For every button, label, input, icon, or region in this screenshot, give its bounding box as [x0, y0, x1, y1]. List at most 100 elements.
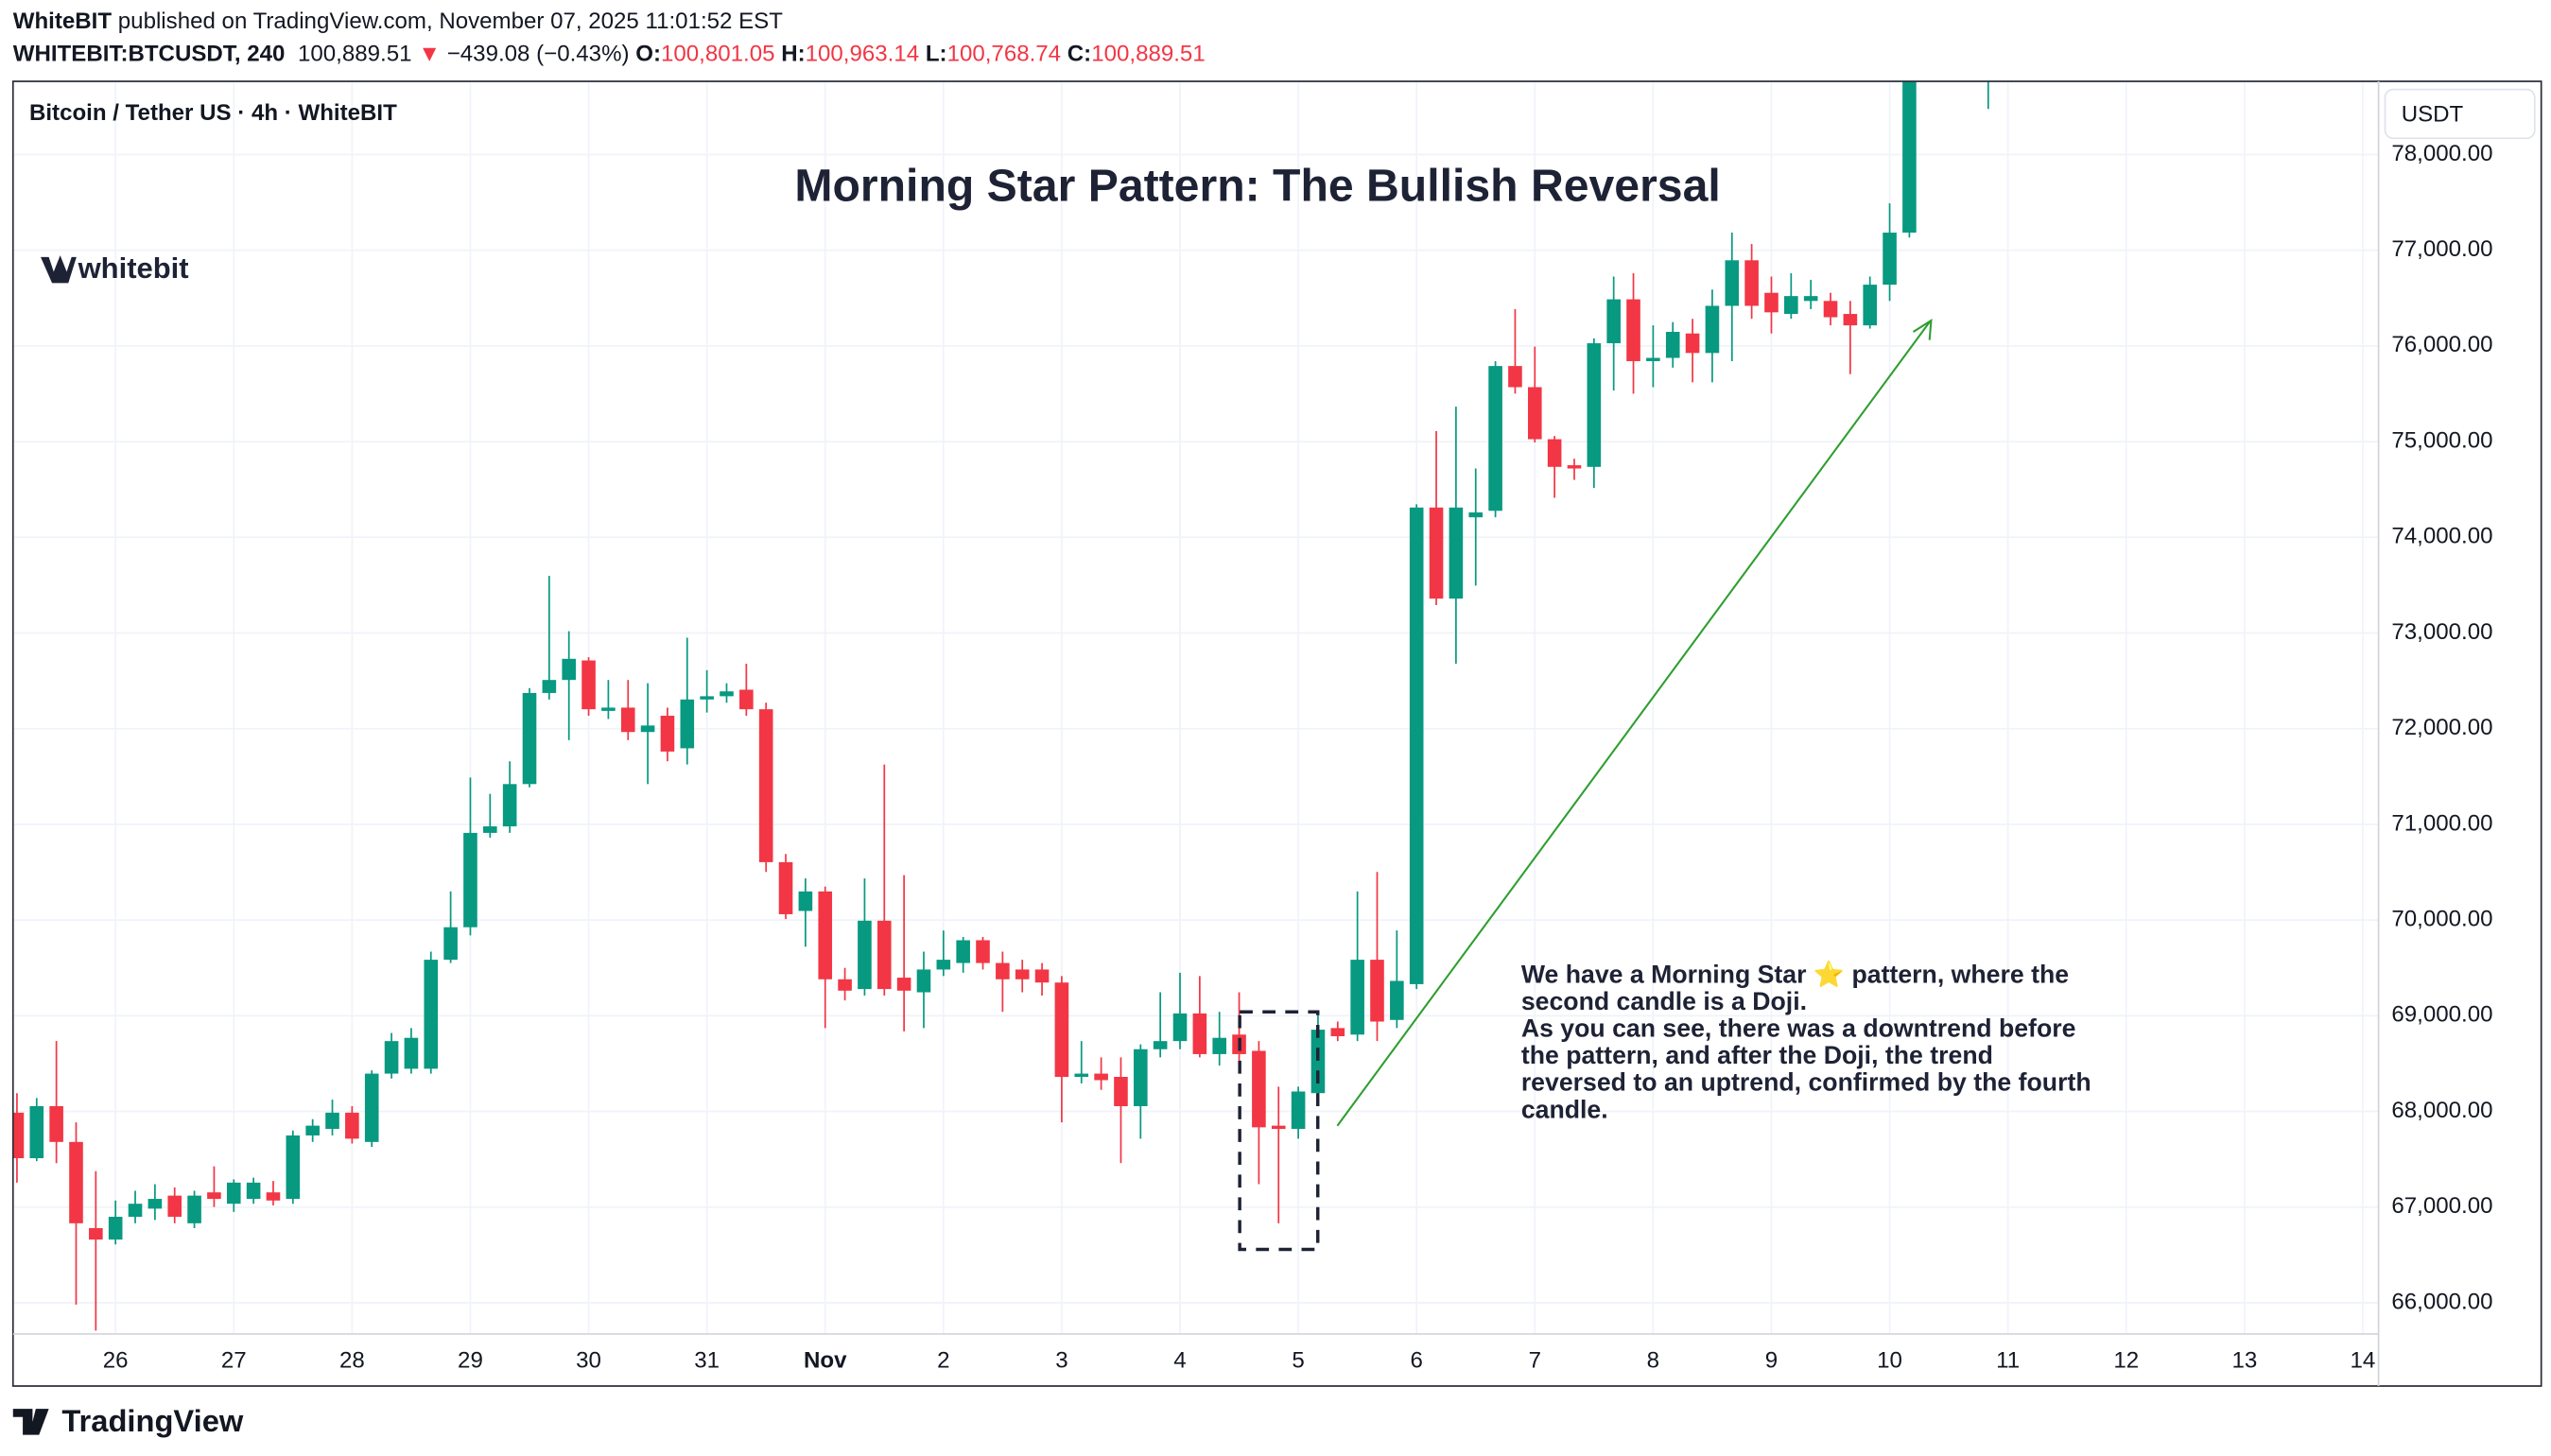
candle-body: [1843, 314, 1858, 326]
y-tick-label: 76,000.00: [2391, 332, 2492, 357]
candle-body: [739, 689, 754, 710]
candle-body: [207, 1192, 221, 1200]
x-tick-label: 3: [1055, 1348, 1067, 1374]
annotation-line: We have a Morning Star ⭐ pattern, where …: [1521, 959, 2069, 988]
candle-body: [1883, 233, 1897, 286]
candle-body: [896, 978, 911, 991]
candle-body: [1015, 969, 1030, 979]
candle-body: [89, 1228, 103, 1240]
candle-body: [128, 1204, 143, 1217]
ohlc-label: C:: [1067, 42, 1091, 67]
y-tick-label: 66,000.00: [2391, 1289, 2492, 1314]
candle-body: [1488, 366, 1502, 511]
x-tick-label: 6: [1410, 1348, 1422, 1374]
chart-subtitle: Bitcoin / Tether US · 4h · WhiteBIT: [29, 100, 397, 126]
candle-body: [1370, 960, 1384, 1022]
candle-body: [1547, 439, 1562, 467]
annotation-line: the pattern, and after the Doji, the tre…: [1521, 1041, 1993, 1069]
candle-body: [601, 707, 616, 711]
candle-body: [404, 1037, 419, 1069]
ohlc-label: L:: [926, 42, 947, 67]
trend-arrow: [1336, 321, 1931, 1127]
candle-body: [1054, 982, 1069, 1078]
candle-body: [956, 940, 970, 963]
symbol: WHITEBIT:BTCUSDT, 240: [13, 42, 286, 67]
y-tick-label: 70,000.00: [2391, 906, 2492, 931]
candle-body: [936, 960, 951, 970]
annotation: We have a Morning Star ⭐ pattern, where …: [1521, 959, 2091, 1123]
candle-body: [1527, 387, 1542, 440]
annotation-line: second candle is a Doji.: [1521, 987, 1807, 1015]
candle-body: [1310, 1030, 1326, 1094]
candle-body: [1291, 1091, 1306, 1130]
candle-body: [1508, 366, 1522, 388]
candle-body: [1626, 299, 1640, 361]
candle-body: [483, 826, 497, 833]
ohlc-value: 100,801.05: [661, 42, 775, 67]
x-tick-label: 13: [2231, 1348, 2257, 1374]
change: −439.08 (−0.43%): [447, 42, 630, 67]
x-tick-label: 2: [937, 1348, 949, 1374]
x-tick-label: 28: [339, 1348, 365, 1374]
candle-body: [443, 927, 458, 961]
x-tick-label: 14: [2351, 1348, 2376, 1374]
footer-logo-icon: [12, 1409, 49, 1435]
y-tick-label: 78,000.00: [2391, 141, 2492, 166]
candle-body: [463, 832, 477, 927]
candle-body: [226, 1182, 241, 1205]
candle-body: [838, 979, 852, 991]
candle-body: [69, 1141, 83, 1223]
candles: [12, 81, 1989, 1331]
footer-brand: TradingView: [61, 1403, 244, 1438]
candle-body: [1390, 980, 1404, 1020]
x-tick-label: 29: [458, 1348, 483, 1374]
candle-body: [581, 660, 596, 710]
y-tick-label: 75,000.00: [2391, 427, 2492, 453]
change-arrow: ▼: [418, 42, 441, 67]
candle-body: [996, 962, 1010, 979]
candle-body: [858, 920, 872, 990]
x-tick-label: 26: [103, 1348, 129, 1374]
candle-body: [1803, 296, 1818, 302]
candle-body: [305, 1125, 320, 1135]
ohlc-label: H:: [781, 42, 805, 67]
candle-body: [1784, 296, 1798, 315]
ohlc-label: O:: [635, 42, 661, 67]
ohlc-value: 100,768.74: [947, 42, 1062, 67]
candle-body: [1271, 1125, 1286, 1130]
header-line-2: WHITEBIT:BTCUSDT, 240 100,889.51 ▼ −439.…: [13, 42, 1206, 67]
candle-body: [680, 699, 695, 749]
candle-body: [1606, 299, 1621, 344]
x-tick-label: 7: [1529, 1348, 1541, 1374]
y-tick-label: 72,000.00: [2391, 715, 2492, 740]
candle-body: [876, 920, 892, 990]
chart-frame: [11, 80, 2542, 1387]
y-tick-label: 74,000.00: [2391, 524, 2492, 549]
x-tick-label: 10: [1877, 1348, 1902, 1374]
y-tick-label: 67,000.00: [2391, 1193, 2492, 1219]
x-tick-label: 5: [1292, 1348, 1304, 1374]
candle-body: [640, 725, 655, 733]
candle-body: [246, 1182, 261, 1200]
x-tick-label: 11: [1996, 1348, 2020, 1374]
candle-body: [1725, 260, 1740, 306]
pattern-box: [1238, 1010, 1320, 1252]
candle-body: [916, 969, 931, 993]
candle-body: [29, 1105, 44, 1159]
candle-body: [187, 1195, 201, 1223]
candle-body: [1665, 331, 1680, 358]
candle-body: [148, 1199, 163, 1209]
publisher: WhiteBIT: [13, 9, 113, 34]
candle-body: [758, 709, 773, 862]
candle-body: [522, 692, 537, 785]
candle-body: [1685, 333, 1700, 354]
y-tick-label: 69,000.00: [2391, 1002, 2492, 1028]
candle-body: [266, 1192, 281, 1201]
x-tick-label: 27: [221, 1348, 247, 1374]
candle-body: [720, 691, 734, 697]
y-tick-label: 77,000.00: [2391, 236, 2492, 262]
y-tick-label: 73,000.00: [2391, 619, 2492, 645]
candle-body: [1252, 1050, 1266, 1128]
candle-body: [1863, 285, 1878, 326]
